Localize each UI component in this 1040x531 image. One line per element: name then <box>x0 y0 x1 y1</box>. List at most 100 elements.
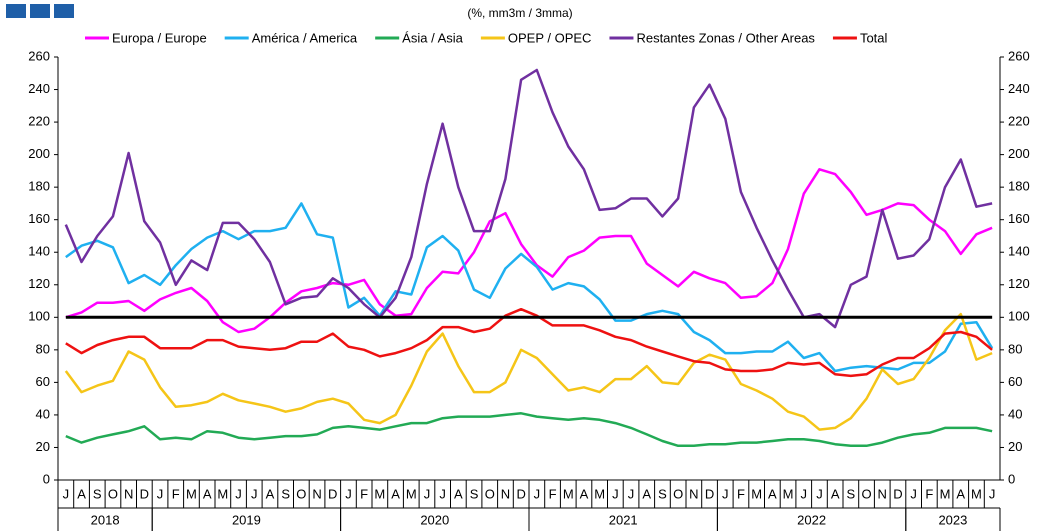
y-tick-label: 60 <box>36 374 50 389</box>
x-tick-label: A <box>391 486 400 501</box>
x-tick-label: J <box>251 486 258 501</box>
x-tick-label: F <box>737 486 745 501</box>
year-label: 2020 <box>420 512 449 527</box>
x-tick-label: J <box>63 486 70 501</box>
legend-label: América / America <box>252 30 358 45</box>
x-tick-label: F <box>360 486 368 501</box>
x-tick-label: F <box>549 486 557 501</box>
x-tick-label: N <box>689 486 698 501</box>
y-tick-label: 260 <box>28 48 50 63</box>
x-tick-label: M <box>406 486 417 501</box>
x-tick-label: J <box>612 486 619 501</box>
y2-tick-label: 160 <box>1008 211 1030 226</box>
x-tick-label: J <box>424 486 431 501</box>
y2-tick-label: 20 <box>1008 439 1022 454</box>
x-tick-label: J <box>801 486 808 501</box>
chart-subtitle: (%, mm3m / 3mma) <box>467 6 572 20</box>
x-tick-label: J <box>722 486 729 501</box>
x-tick-label: A <box>77 486 86 501</box>
x-tick-label: M <box>940 486 951 501</box>
y-tick-label: 40 <box>36 406 50 421</box>
x-tick-label: S <box>658 486 667 501</box>
x-tick-label: F <box>925 486 933 501</box>
y-tick-label: 180 <box>28 179 50 194</box>
x-tick-label: O <box>861 486 871 501</box>
logo-block <box>54 4 74 18</box>
x-tick-label: A <box>203 486 212 501</box>
x-tick-label: J <box>345 486 352 501</box>
year-label: 2018 <box>91 512 120 527</box>
y2-tick-label: 200 <box>1008 146 1030 161</box>
x-tick-label: M <box>594 486 605 501</box>
x-tick-label: S <box>470 486 479 501</box>
y-tick-label: 240 <box>28 81 50 96</box>
y2-tick-label: 80 <box>1008 341 1022 356</box>
x-tick-label: J <box>235 486 242 501</box>
x-tick-label: A <box>580 486 589 501</box>
x-tick-label: M <box>217 486 228 501</box>
y-tick-label: 0 <box>43 471 50 486</box>
x-tick-label: O <box>485 486 495 501</box>
y-tick-label: 160 <box>28 211 50 226</box>
x-tick-label: D <box>328 486 337 501</box>
legend-label: Total <box>860 30 888 45</box>
year-label: 2022 <box>797 512 826 527</box>
logo-block <box>6 4 26 18</box>
y-tick-label: 220 <box>28 114 50 129</box>
x-tick-label: J <box>816 486 823 501</box>
y-tick-label: 80 <box>36 341 50 356</box>
series-line <box>65 307 993 378</box>
series-line <box>65 168 993 334</box>
x-tick-label: M <box>971 486 982 501</box>
x-tick-label: A <box>831 486 840 501</box>
y-tick-label: 100 <box>28 309 50 324</box>
year-label: 2021 <box>609 512 638 527</box>
x-tick-label: M <box>751 486 762 501</box>
series-line <box>64 312 993 431</box>
x-tick-label: A <box>454 486 463 501</box>
x-tick-label: D <box>705 486 714 501</box>
y2-tick-label: 0 <box>1008 471 1015 486</box>
y-tick-label: 20 <box>36 439 50 454</box>
legend-label: OPEP / OPEC <box>508 30 592 45</box>
year-label: 2023 <box>938 512 967 527</box>
x-tick-label: O <box>108 486 118 501</box>
x-tick-label: M <box>563 486 574 501</box>
x-tick-label: M <box>783 486 794 501</box>
x-tick-label: D <box>516 486 525 501</box>
x-tick-label: S <box>93 486 102 501</box>
x-tick-label: O <box>296 486 306 501</box>
x-tick-label: A <box>266 486 275 501</box>
x-tick-label: J <box>989 486 996 501</box>
x-tick-label: A <box>642 486 651 501</box>
x-tick-label: N <box>124 486 133 501</box>
series-line <box>65 202 994 373</box>
x-tick-label: O <box>673 486 683 501</box>
x-tick-label: J <box>910 486 917 501</box>
x-tick-label: S <box>281 486 290 501</box>
series-line <box>64 68 993 329</box>
y-tick-label: 140 <box>28 244 50 259</box>
x-tick-label: J <box>628 486 635 501</box>
x-tick-label: A <box>956 486 965 501</box>
x-tick-label: N <box>878 486 887 501</box>
y2-tick-label: 260 <box>1008 48 1030 63</box>
logo-block <box>30 4 50 18</box>
y2-tick-label: 240 <box>1008 81 1030 96</box>
x-tick-label: M <box>374 486 385 501</box>
y2-tick-label: 40 <box>1008 406 1022 421</box>
x-tick-label: A <box>768 486 777 501</box>
y2-tick-label: 60 <box>1008 374 1022 389</box>
legend-label: Restantes Zonas / Other Areas <box>636 30 815 45</box>
x-tick-label: D <box>140 486 149 501</box>
x-tick-label: N <box>501 486 510 501</box>
y-tick-label: 120 <box>28 276 50 291</box>
y2-tick-label: 140 <box>1008 244 1030 259</box>
legend-label: Europa / Europe <box>112 30 207 45</box>
y2-tick-label: 180 <box>1008 179 1030 194</box>
y-tick-label: 200 <box>28 146 50 161</box>
year-label: 2019 <box>232 512 261 527</box>
x-tick-label: N <box>312 486 321 501</box>
y2-tick-label: 120 <box>1008 276 1030 291</box>
